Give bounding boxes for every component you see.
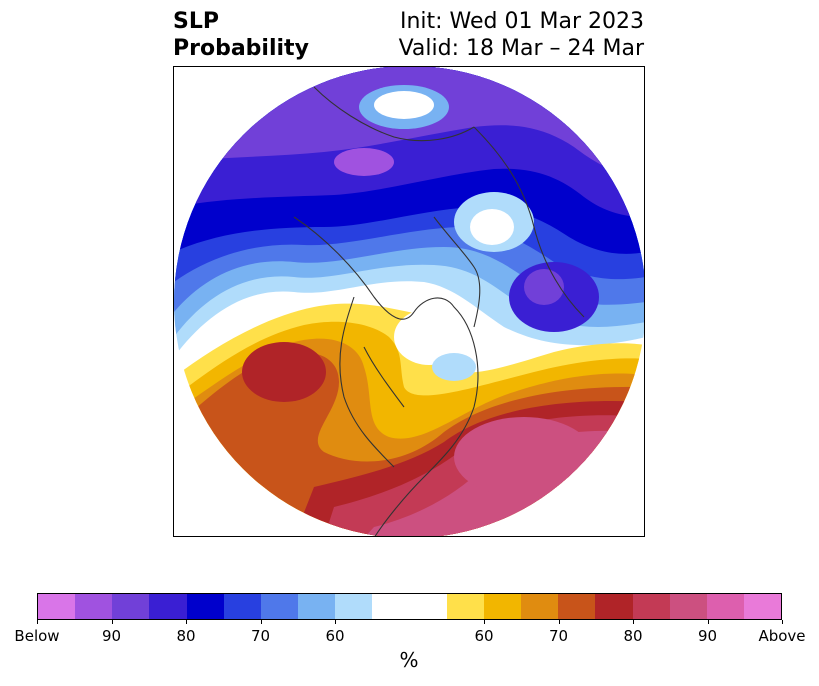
init-date: Init: Wed 01 Mar 2023 [399, 9, 644, 34]
colorbar-tick-mark [782, 620, 783, 624]
colorbar-tick-label: 70 [548, 627, 569, 645]
title-probability: Probability [173, 36, 309, 61]
colorbar-tick-mark [707, 620, 709, 624]
colorbar-swatch [558, 594, 596, 619]
colorbar [37, 593, 782, 620]
colorbar-swatch [669, 594, 707, 619]
colorbar-tick-label: 60 [474, 627, 494, 645]
colorbar-tick-label: 90 [697, 627, 718, 645]
title-slp: SLP [173, 9, 219, 34]
colorbar-tick-label: 90 [101, 627, 122, 645]
colorbar-tick-mark [335, 620, 336, 624]
colorbar-tick-label: Below [14, 627, 60, 645]
colorbar-swatch [186, 594, 224, 619]
colorbar-tick-mark [37, 620, 38, 624]
colorbar-swatch [521, 594, 559, 619]
colorbar-swatch [260, 594, 299, 619]
colorbar-swatch [335, 594, 373, 619]
colorbar-tick-mark [558, 620, 560, 624]
colorbar-swatch [446, 594, 484, 619]
colorbar-tick-mark [111, 620, 113, 624]
valid-range: Valid: 18 Mar – 24 Mar [398, 36, 644, 61]
colorbar-tick-mark [633, 620, 634, 624]
probability-field [174, 67, 644, 536]
colorbar-swatch [483, 594, 522, 619]
colorbar-tick-label: 60 [325, 627, 345, 645]
colorbar-swatch [149, 594, 187, 619]
colorbar-swatch [409, 594, 447, 619]
colorbar-tick-label: 70 [250, 627, 271, 645]
colorbar-swatch [75, 594, 113, 619]
colorbar-tick-mark [260, 620, 262, 624]
colorbar-swatch [595, 594, 633, 619]
chart-title-right: Init: Wed 01 Mar 2023 Valid: 18 Mar – 24… [399, 8, 644, 62]
colorbar-swatch [706, 594, 744, 619]
colorbar-swatch [223, 594, 261, 619]
map-panel [173, 66, 645, 537]
colorbar-tick-label: 80 [176, 627, 196, 645]
colorbar-swatch [112, 594, 150, 619]
colorbar-tick-mark [186, 620, 187, 624]
coastlines [293, 86, 585, 536]
colorbar-tick-label: Above [758, 627, 806, 645]
colorbar-swatch [38, 594, 76, 619]
colorbar-tick-mark [484, 620, 485, 624]
colorbar-swatch [372, 594, 410, 619]
chart-title-left: SLP Probability [173, 8, 309, 62]
polar-probability-map [174, 67, 644, 536]
colorbar-unit-label: % [399, 648, 419, 672]
colorbar-swatch [298, 594, 336, 619]
colorbar-swatch [743, 594, 782, 619]
colorbar-swatch [632, 594, 670, 619]
colorbar-tick-label: 80 [623, 627, 643, 645]
